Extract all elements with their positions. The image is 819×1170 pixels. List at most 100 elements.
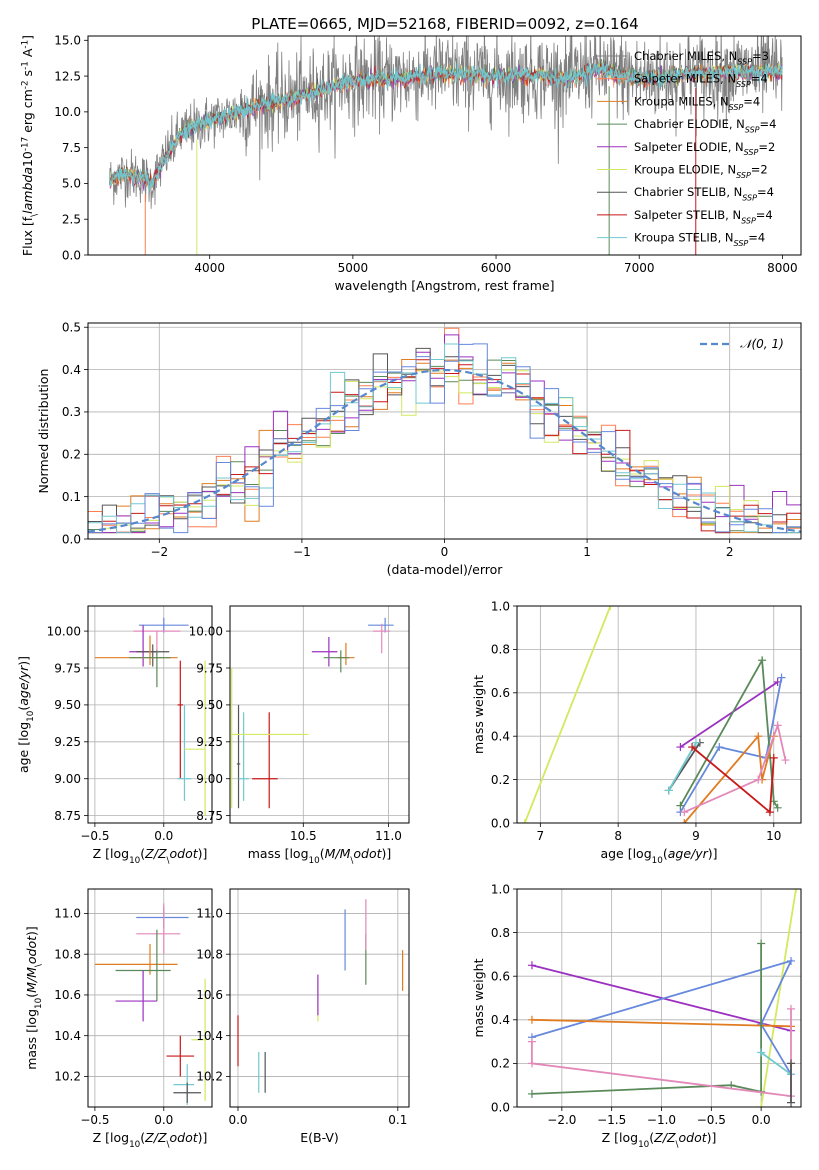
y-tick-label: 0.4	[62, 363, 81, 377]
weight-line	[667, 742, 697, 791]
y-tick-label: 1.0	[491, 599, 510, 613]
y-tick-label: 11.0	[196, 907, 223, 921]
axes-frame-age_vs_Z: −0.5 0.0 8.75 9.00 9.25 9.50 9.75 10.00 Z [log10…	[16, 605, 213, 866]
weight-marker	[757, 1048, 766, 1057]
legend-entry: Salpeter MILES, NSSP=4	[634, 72, 768, 89]
plot-area-mass_vs_EBV	[237, 899, 404, 1093]
y-axis-label: Flux [f\lambda10-17 erg cm-2 s-1 A-1]	[20, 35, 40, 256]
x-tick-label: 8000	[767, 261, 798, 275]
x-tick-label: 1	[583, 545, 591, 559]
y-tick-label: 10.4	[54, 1029, 81, 1043]
x-tick-label: 9	[692, 829, 700, 843]
axes-frame-mass_vs_EBV: 0.0 0.1 10.2 10.4 10.6 10.8 11.0 E(B-V)	[196, 888, 410, 1145]
axes-spine	[516, 605, 802, 824]
y-tick-label: 0.0	[491, 816, 510, 830]
weight-line	[523, 606, 612, 823]
weight-marker	[680, 819, 689, 823]
weight-marker	[664, 786, 673, 795]
y-tick-label: 10.6	[54, 988, 81, 1002]
y-tick-label: 10.2	[54, 1070, 81, 1084]
figure-title: PLATE=0665, MJD=52168, FIBERID=0092, z=0…	[251, 15, 638, 33]
x-axis-label: Z [log10(Z/Z\odot)]	[602, 1130, 717, 1150]
weight-marker	[781, 756, 790, 765]
y-tick-label: 0.6	[491, 970, 510, 984]
y-tick-label: 0.2	[491, 773, 510, 787]
weight-marker	[773, 721, 782, 730]
weight-marker	[688, 743, 697, 752]
plot-area-mass_vs_Z	[94, 903, 206, 1105]
weight-marker	[757, 939, 766, 948]
y-tick-label: 9.50	[196, 698, 223, 712]
y-tick-label: 0.0	[62, 532, 81, 546]
y-tick-label: 15.0	[54, 34, 81, 48]
weight-line	[683, 733, 775, 823]
weight-marker	[758, 656, 767, 665]
legend-entry: Chabrier MILES, NSSP=3	[634, 49, 769, 66]
x-tick-label: −1	[293, 545, 311, 559]
weight-marker	[787, 1098, 796, 1107]
weight-marker	[527, 961, 536, 970]
y-tick-label: 0.8	[491, 643, 510, 657]
y-tick-label: 9.75	[54, 661, 81, 675]
x-axis-label: wavelength [Angstrom, rest frame]	[334, 278, 554, 293]
legend-entry: Salpeter STELIB, NSSP=4	[634, 208, 773, 225]
axes-frame-weight_vs_Z: −2.0 −1.5 −1.0 −0.5 0.0 0.0 0.2 0.4 0.6 0.8 1.0 Z […	[471, 882, 802, 1150]
y-tick-label: 2.5	[62, 213, 81, 227]
weight-marker	[527, 1015, 536, 1024]
axes-spine	[229, 605, 410, 824]
subplots: 4000 5000 6000 7000 80000.02.55.07.510.012.5…	[16, 34, 802, 1150]
y-tick-label: 12.5	[54, 69, 81, 83]
x-axis-label: mass [log10(M/M\odot)]	[248, 846, 392, 866]
axes-spine	[87, 605, 213, 824]
y-tick-label: 0.8	[491, 926, 510, 940]
y-tick-label: 10.6	[196, 988, 223, 1002]
weight-line	[683, 722, 787, 813]
y-tick-label: 0.3	[62, 405, 81, 419]
subplot-mass_vs_Z: −0.5 0.0 10.2 10.4 10.6 10.8 11.0 Z [log10(Z/Z\…	[24, 888, 213, 1150]
axes-spine	[229, 888, 410, 1108]
y-tick-label: 0.2	[62, 448, 81, 462]
y-tick-label: 0.6	[491, 686, 510, 700]
y-tick-label: 5.0	[62, 177, 81, 191]
y-tick-label: 0.4	[491, 730, 510, 744]
y-tick-label: 9.75	[196, 661, 223, 675]
legend-entry: Kroupa STELIB, NSSP=4	[634, 231, 765, 248]
weight-marker	[527, 1037, 536, 1046]
x-tick-label: −0.5	[80, 1113, 109, 1127]
subplot-weight_vs_Z: −2.0 −1.5 −1.0 −0.5 0.0 0.0 0.2 0.4 0.6 0.8 1.0 Z […	[471, 882, 802, 1150]
weight-marker	[787, 956, 796, 965]
y-tick-label: 10.0	[54, 105, 81, 119]
x-tick-label: −1.0	[647, 1113, 676, 1127]
y-tick-label: 0.0	[491, 1100, 510, 1114]
x-axis-label: (data-model)/error	[387, 562, 504, 577]
legend-entry: Kroupa ELODIE, NSSP=2	[634, 163, 768, 180]
subplot-spectrum: 4000 5000 6000 7000 8000 0.0 2.5 5.0 7.5 10.0 12.5…	[20, 34, 802, 293]
axes-frame-age_vs_mass: 10.5 11.0 8.75 9.00 9.25 9.50 9.75 10.00 mass [l…	[189, 605, 410, 866]
y-tick-label: 9.25	[196, 735, 223, 749]
x-tick-label: 0.0	[752, 1113, 771, 1127]
x-axis-label: Z [log10(Z/Z\odot)]	[93, 846, 208, 866]
plot-area-residuals	[88, 327, 801, 534]
y-axis-label: mass weight	[471, 675, 486, 754]
plot-area-weight_vs_Z	[527, 889, 801, 1107]
weight-marker	[691, 738, 700, 747]
weight-marker	[754, 775, 763, 784]
weight-marker	[680, 808, 689, 817]
x-axis-label: E(B-V)	[300, 1130, 339, 1145]
weight-marker	[773, 803, 782, 812]
axes-spine	[87, 888, 213, 1108]
legend-entry: 𝒩(0, 1)	[740, 337, 784, 351]
x-tick-label: 4000	[194, 261, 225, 275]
weight-marker	[787, 1004, 796, 1013]
weight-line	[531, 1018, 792, 1028]
x-tick-label: 7	[537, 829, 545, 843]
x-tick-label: 0.1	[388, 1113, 407, 1127]
y-tick-label: 9.00	[54, 772, 81, 786]
x-axis-label: age [log10(age/yr)]	[600, 846, 717, 866]
axes-frame-spectrum: 4000 5000 6000 7000 8000 0.0 2.5 5.0 7.5 10.0 12.5…	[20, 34, 802, 293]
x-axis-label: Z [log10(Z/Z\odot)]	[93, 1130, 208, 1150]
x-tick-label: 0.0	[154, 829, 173, 843]
axes-spine	[87, 35, 802, 256]
weight-marker	[757, 1103, 766, 1107]
weight-line	[679, 681, 779, 748]
